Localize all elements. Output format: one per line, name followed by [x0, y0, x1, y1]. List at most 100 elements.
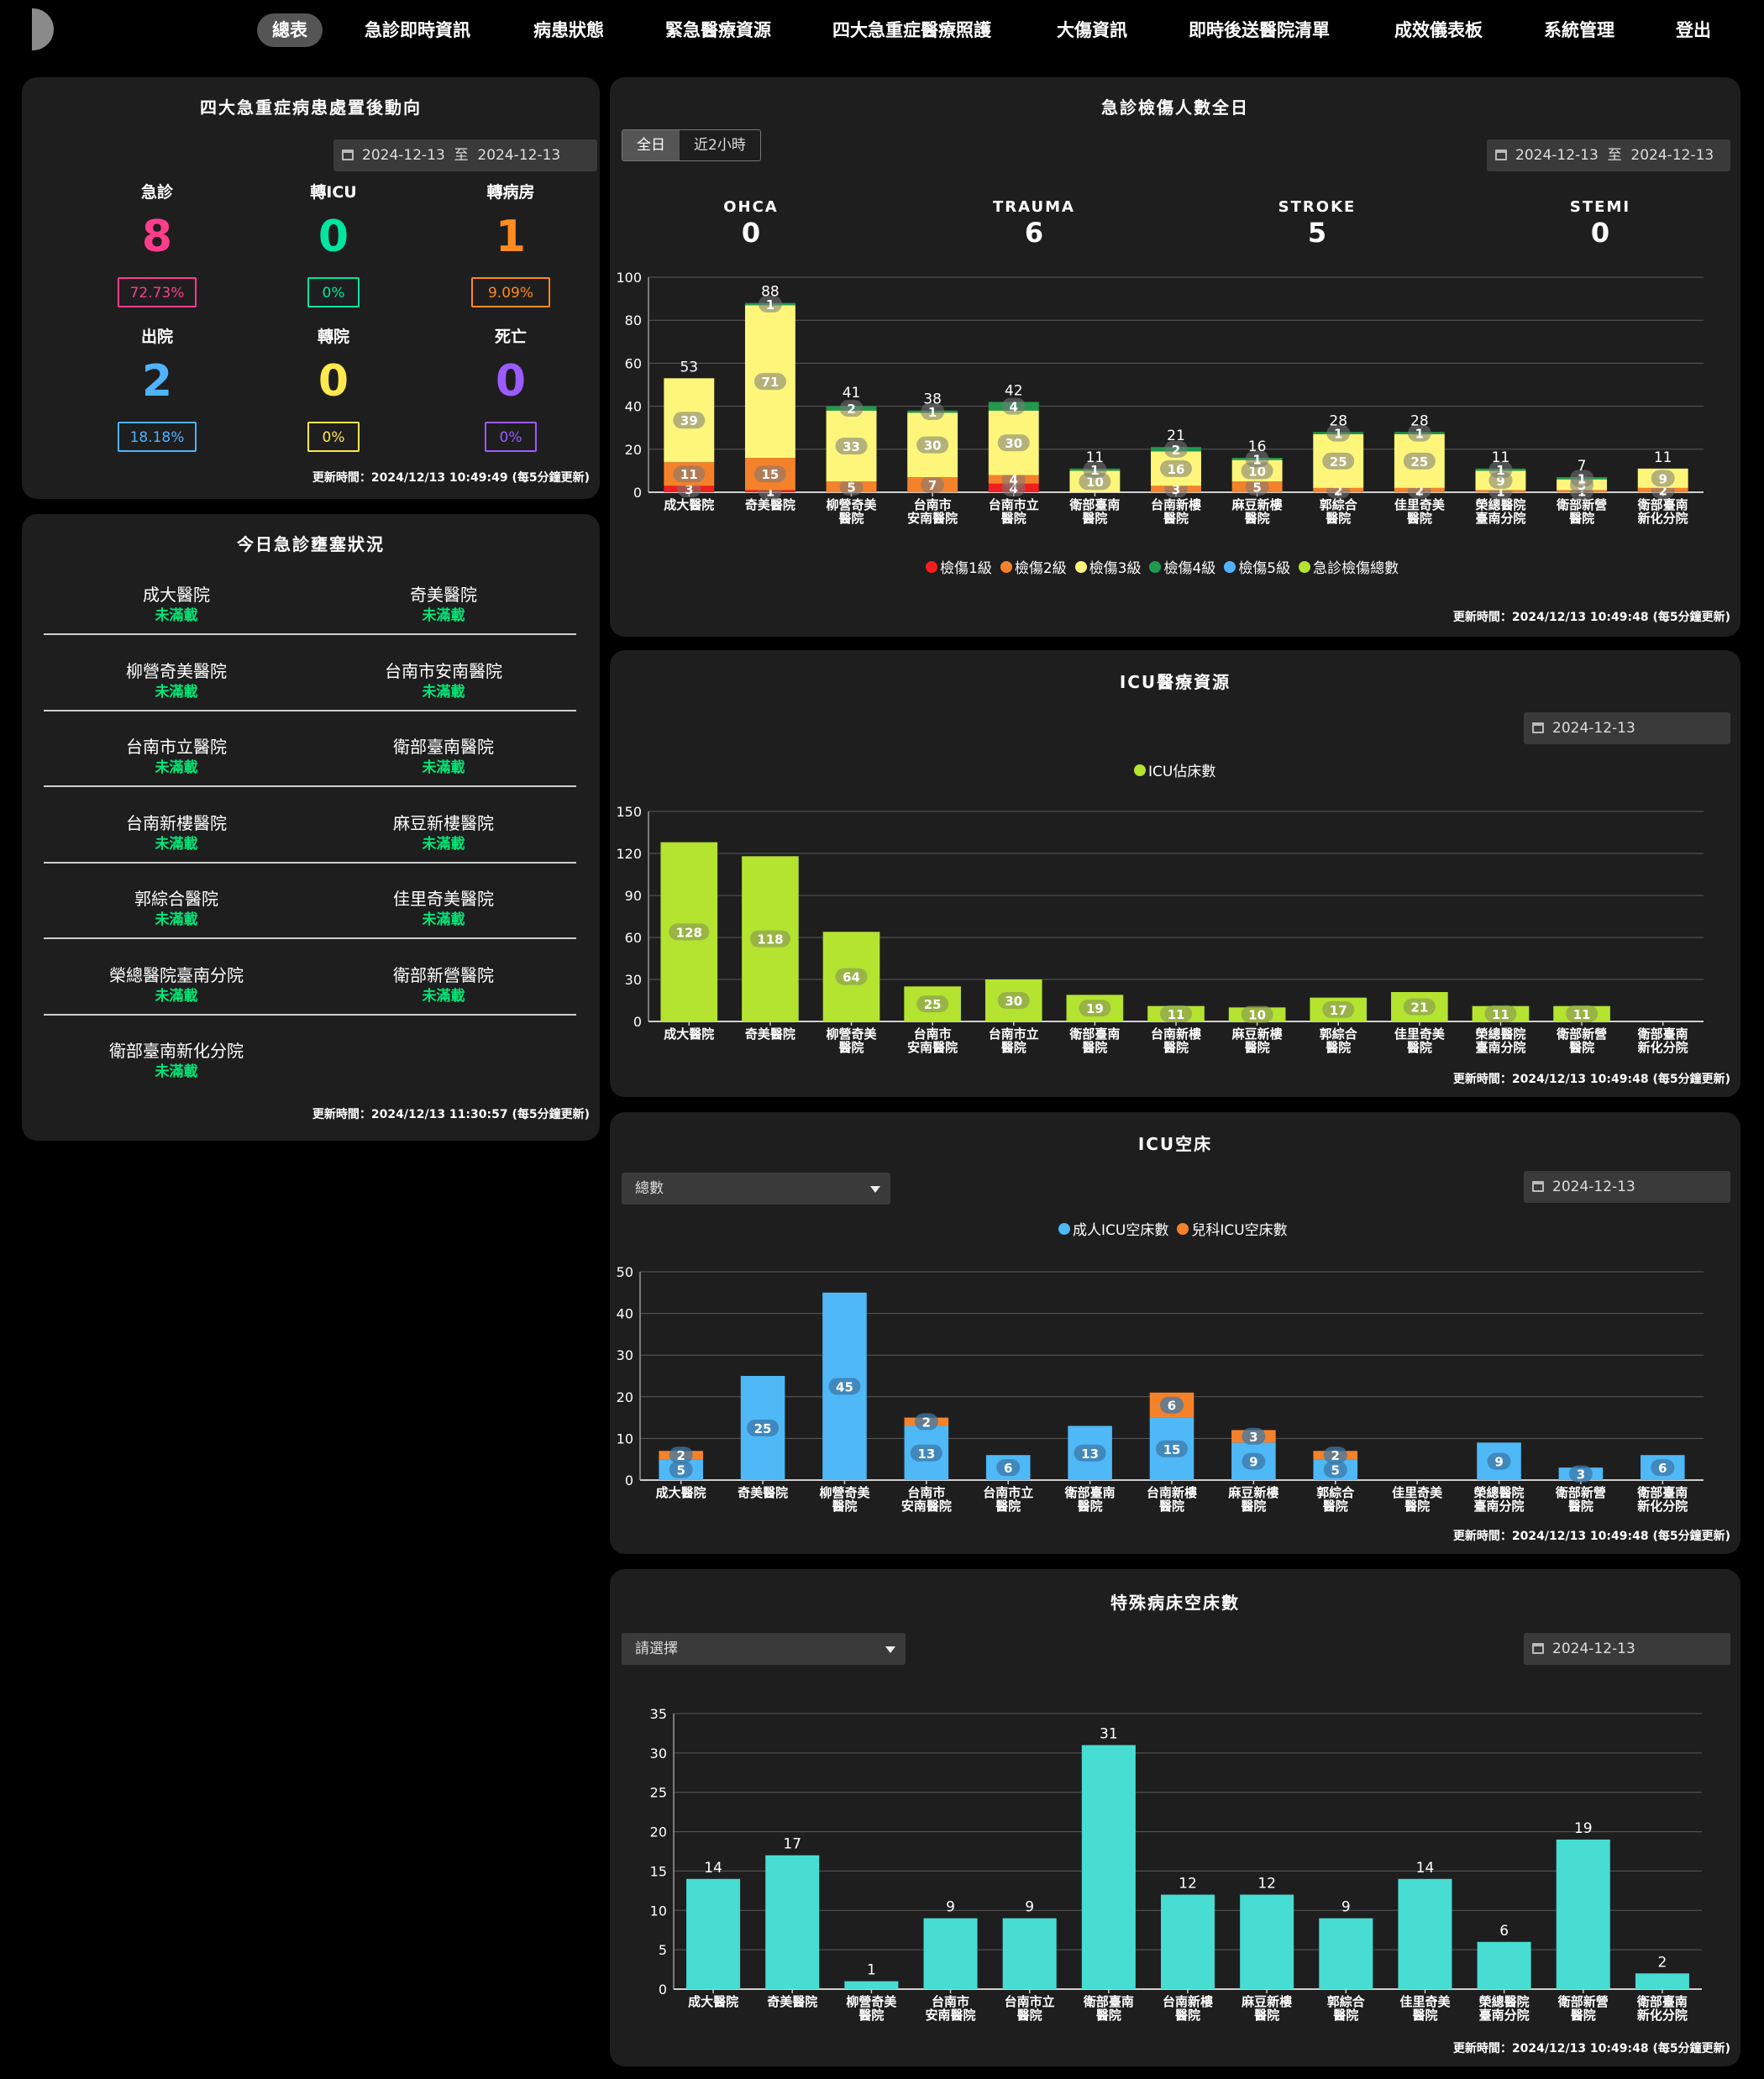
- sub-select[interactable]: [759, 1173, 890, 1205]
- y-tick-label: 40: [617, 1306, 633, 1322]
- legend-label: 急診檢傷總數: [1313, 560, 1399, 577]
- hospital-status: 未滿載: [155, 607, 198, 624]
- logo-icon[interactable]: [32, 8, 54, 50]
- date-picker[interactable]: 2024-12-13: [1524, 1633, 1730, 1665]
- congestion-panel: 今日急診壅塞狀況 成大醫院 未滿載 奇美醫院 未滿載 柳營奇美醫院 未滿載 台南市安南醫院未…: [22, 514, 600, 1141]
- panel-title: 四大急重症病患處置後動向: [200, 97, 422, 118]
- bar-label-pill: [1245, 450, 1269, 468]
- legend-item[interactable]: 急診檢傷總數: [1299, 556, 1399, 577]
- x-tick-label: 奇美醫院: [745, 1026, 795, 1042]
- nav-item-logout[interactable]: 登出: [1676, 20, 1711, 40]
- x-tick-label: 衛部新營: [1556, 497, 1607, 512]
- date-range-picker[interactable]: 2024-12-13 至 2024-12-13: [333, 139, 597, 171]
- legend-item[interactable]: 檢傷2級: [1000, 556, 1067, 577]
- x-tick-label: 醫院: [1241, 1499, 1266, 1514]
- bar-segment: [1319, 1918, 1373, 1989]
- legend-item[interactable]: 成人ICU空床數: [1058, 1218, 1168, 1239]
- x-tick-label: 醫院: [1407, 1040, 1432, 1055]
- y-tick-label: 20: [650, 1824, 667, 1840]
- bar-segment: [1477, 1941, 1531, 1989]
- x-tick-label: 奇美醫院: [738, 1485, 788, 1500]
- calendar-icon: [1495, 150, 1507, 160]
- x-tick-label: 郭綜合: [1327, 1994, 1366, 2009]
- y-tick-label: 60: [625, 930, 642, 946]
- date-picker[interactable]: 2024-12-13: [1524, 712, 1730, 744]
- legend-item[interactable]: 檢傷1級: [926, 556, 992, 577]
- x-tick-label: 衛部臺南: [1083, 1994, 1134, 2009]
- x-tick-label: 醫院: [1254, 2008, 1279, 2023]
- y-tick-label: 100: [616, 270, 642, 286]
- x-tick-label: 衛部新營: [1556, 1026, 1607, 1042]
- legend-label: 檢傷2級: [1014, 560, 1067, 577]
- date-picker[interactable]: 2024-12-13: [1524, 1171, 1730, 1203]
- x-tick-label: 成大醫院: [664, 1026, 714, 1042]
- bar-total-label: 14: [704, 1860, 722, 1877]
- stat-percentage: 72.73%: [118, 277, 197, 307]
- legend-item[interactable]: 兒科ICU空床數: [1177, 1218, 1288, 1239]
- bar-label-pill: [914, 1413, 938, 1431]
- bar-value-label: 25: [754, 1421, 772, 1436]
- tab-all-day[interactable]: 全日: [622, 130, 680, 160]
- x-tick-label: 醫院: [1407, 511, 1432, 526]
- x-tick-label: 台南市立: [989, 497, 1039, 512]
- x-tick-label: 醫院: [858, 2008, 884, 2023]
- x-tick-label: 安南醫院: [926, 2008, 976, 2023]
- metric-value-ohca: 0: [741, 217, 761, 249]
- bar-total-label: 41: [843, 385, 861, 402]
- bar-total-label: 53: [680, 359, 698, 375]
- tab-last-2-hours[interactable]: 近2小時: [694, 137, 746, 154]
- x-tick-label: 臺南分院: [1474, 1499, 1525, 1514]
- bar-label-pill: [921, 403, 945, 420]
- bar-label-pill: [1322, 452, 1355, 470]
- hospital-name: 郭綜合醫院: [134, 889, 218, 909]
- bar-label-pill: [753, 465, 786, 483]
- stat-label: 出院: [140, 328, 173, 346]
- x-tick-label: 新化分院: [1638, 511, 1688, 526]
- nav-item-transfer-list[interactable]: 即時後送醫院清單: [1189, 20, 1330, 40]
- bar-value-label: 10: [1248, 464, 1266, 479]
- icu-empty-legend: 成人ICU空床數 兒科ICU空床數: [1058, 1218, 1288, 1239]
- bar-segment: [1240, 1894, 1294, 1989]
- bar-total-label: 7: [1578, 458, 1587, 475]
- x-tick-label: 台南市立: [989, 1026, 1039, 1042]
- legend-item[interactable]: 檢傷5級: [1224, 556, 1290, 577]
- x-tick-label: 衛部臺南: [1636, 1994, 1688, 2009]
- bar-total-label: 11: [1654, 449, 1672, 466]
- stat-percentage: 0%: [307, 422, 360, 452]
- x-tick-label: 醫院: [1571, 2008, 1596, 2023]
- x-tick-label: 醫院: [1078, 1499, 1103, 1514]
- nav-item-dashboard[interactable]: 成效儀表板: [1394, 20, 1483, 40]
- legend-item[interactable]: ICU佔床數: [1134, 759, 1215, 780]
- bar-label-pill: [1079, 473, 1111, 491]
- nav-item-admin[interactable]: 系統管理: [1544, 20, 1614, 40]
- update-time: 更新時間：2024/12/13 10:49:48 (每5分鐘更新): [1452, 1073, 1730, 1086]
- x-tick-label: 佳里奇美: [1399, 1994, 1451, 2009]
- bar-segment: [1160, 1894, 1215, 1989]
- x-tick-label: 柳營奇美: [846, 1994, 897, 2009]
- legend-dot-icon: [1000, 560, 1012, 573]
- bed-type-select[interactable]: 請選擇: [622, 1633, 906, 1665]
- bar-value-label: 5: [1252, 480, 1261, 496]
- bar-total-label: 38: [923, 391, 942, 408]
- x-tick-label: 郭綜合: [1320, 1026, 1358, 1042]
- nav-item-critical-care[interactable]: 四大急重症醫療照護: [832, 20, 991, 40]
- date-range-picker[interactable]: 2024-12-13 至 2024-12-13: [1487, 139, 1730, 171]
- nav-item-mass-casualty[interactable]: 大傷資訊: [1057, 20, 1127, 40]
- nav-item-patient-status[interactable]: 病患狀態: [533, 20, 604, 40]
- bar-label-pill: [1484, 1005, 1517, 1022]
- bar-label-pill: [1651, 470, 1675, 487]
- x-tick-label: 柳營奇美: [827, 497, 878, 512]
- legend-item[interactable]: 檢傷3級: [1074, 556, 1141, 577]
- legend-dot-icon: [1177, 1222, 1189, 1235]
- bar-label-pill: [1164, 440, 1188, 458]
- x-tick-label: 榮總醫院: [1474, 1485, 1525, 1500]
- top-nav: 總表 急診即時資訊 病患狀態 緊急醫療資源 四大急重症醫療照護 大傷資訊 即時後…: [0, 0, 1764, 60]
- bar-value-label: 30: [924, 438, 942, 454]
- nav-item-summary[interactable]: 總表: [257, 13, 323, 47]
- nav-item-emergency-resources[interactable]: 緊急醫療資源: [665, 20, 771, 40]
- bar-value-label: 3: [1172, 482, 1180, 497]
- bar-label-pill: [1242, 1452, 1266, 1470]
- legend-item[interactable]: 檢傷4級: [1149, 556, 1215, 577]
- nav-item-er-realtime[interactable]: 急診即時資訊: [365, 20, 470, 40]
- x-tick-label: 新化分院: [1637, 1499, 1688, 1514]
